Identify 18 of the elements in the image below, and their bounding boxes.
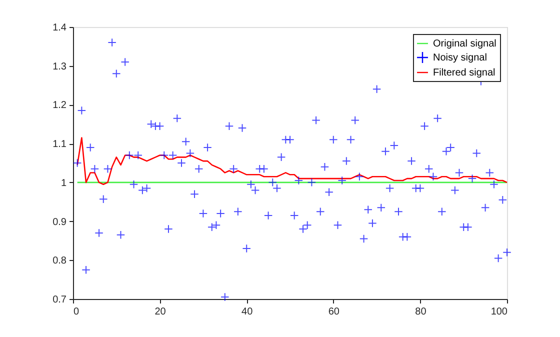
x-tick-label: 80 [415, 306, 427, 318]
x-tick-label: 20 [154, 306, 166, 318]
legend-label: Filtered signal [433, 68, 496, 78]
y-tick-label: 1.1 [52, 139, 67, 150]
legend-label: Noisy signal [433, 52, 487, 64]
x-tick-label: 0 [74, 306, 80, 318]
y-tick-label: 1 [60, 178, 67, 189]
x-tick-label: 100 [490, 306, 508, 318]
y-tick-label: 1.3 [52, 61, 67, 72]
y-tick-label: 1.2 [52, 100, 67, 112]
x-tick-label: 60 [328, 306, 340, 318]
y-tick-label: 0.9 [52, 216, 67, 228]
line-series [76, 137, 508, 186]
y-tick-label: 1.4 [52, 22, 67, 34]
legend-label: Original signal [433, 38, 496, 50]
y-tick-label: 0.7 [52, 294, 67, 306]
x-tick-label: 40 [242, 306, 254, 318]
y-tick-label: 0.8 [52, 256, 67, 267]
